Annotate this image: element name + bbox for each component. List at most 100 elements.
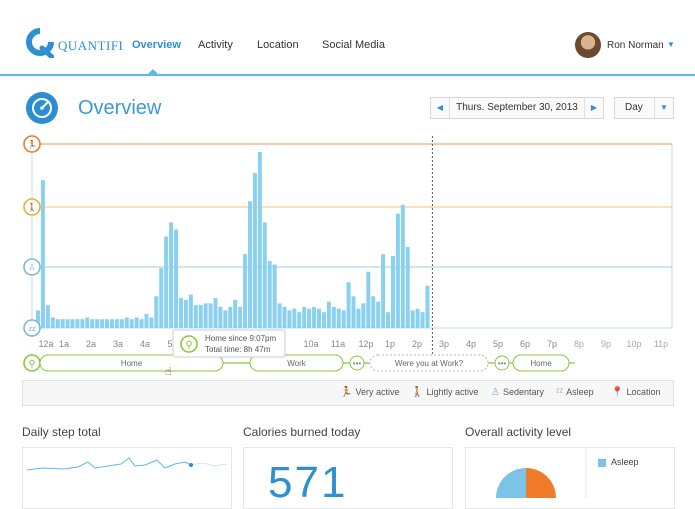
chart-bar bbox=[169, 222, 174, 328]
location-segment-work[interactable] bbox=[249, 354, 344, 372]
chart-bar bbox=[65, 319, 70, 328]
chart-bar bbox=[159, 268, 164, 328]
chart-bar bbox=[336, 308, 341, 328]
chart-bar bbox=[243, 254, 248, 328]
chart-bar bbox=[203, 303, 208, 328]
x-tick-label: 1p bbox=[385, 339, 395, 349]
range-select[interactable]: Day ▼ bbox=[614, 97, 674, 119]
chart-bar bbox=[105, 319, 110, 328]
next-date-button[interactable]: ▶ bbox=[584, 98, 603, 118]
location-segment-home-label: Home bbox=[121, 359, 143, 368]
chart-bar bbox=[238, 306, 243, 328]
location-segment-unconfirmed[interactable] bbox=[369, 354, 489, 372]
more-options-glyph: ••• bbox=[498, 359, 507, 368]
x-tick-label: 5p bbox=[493, 339, 503, 349]
active-nav-indicator bbox=[148, 69, 158, 74]
date-picker[interactable]: ◀ Thurs. September 30, 2013 ▶ bbox=[430, 97, 604, 119]
location-pin-glyph: ⚲ bbox=[28, 359, 35, 370]
chart-bar bbox=[381, 254, 386, 328]
brand-name[interactable]: QUANTIFI bbox=[58, 38, 124, 53]
hand-cursor-icon: ☝ bbox=[165, 365, 172, 377]
activity-pie bbox=[496, 448, 587, 498]
chart-bar bbox=[124, 317, 129, 328]
x-tick-label: 11a bbox=[331, 339, 345, 349]
chart-bar bbox=[287, 310, 292, 328]
chart-bar bbox=[228, 306, 233, 328]
location-pin-icon: 📍 bbox=[611, 387, 624, 398]
nav-social-media[interactable]: Social Media bbox=[322, 39, 385, 51]
chart-bar bbox=[114, 319, 119, 328]
chart-bar bbox=[178, 298, 183, 328]
activity-level-panel[interactable] bbox=[465, 447, 675, 509]
chevron-down-icon[interactable]: ▼ bbox=[667, 40, 675, 49]
sitting-icon: ♙ bbox=[491, 387, 500, 398]
legend-location[interactable]: 📍 Location bbox=[611, 387, 660, 398]
chart-bar bbox=[188, 294, 193, 328]
chart-bar bbox=[282, 306, 287, 328]
chart-bar bbox=[405, 247, 410, 328]
chart-bar bbox=[50, 317, 55, 328]
legend-lightly-active[interactable]: 🚶 Lightly active bbox=[411, 387, 478, 398]
previous-date-button[interactable]: ◀ bbox=[431, 98, 450, 118]
location-segment-work-label: Work bbox=[287, 359, 307, 368]
legend-sedentary[interactable]: ♙ Sedentary bbox=[491, 387, 544, 398]
chart-bar bbox=[262, 222, 267, 328]
steps-sparkline bbox=[26, 457, 228, 471]
chart-bar bbox=[109, 319, 114, 328]
running-icon: 🏃 bbox=[340, 387, 353, 398]
chart-bar bbox=[317, 308, 322, 328]
top-navigation-bar: QUANTIFI Overview Activity Location Soci… bbox=[0, 0, 695, 76]
sleep-icon: ᶻᶻ bbox=[556, 387, 564, 398]
asleep-swatch bbox=[598, 459, 606, 467]
legend-very-active-label: Very active bbox=[355, 387, 400, 397]
more-options-icon[interactable] bbox=[494, 355, 510, 371]
x-tick-label: 10a bbox=[303, 339, 318, 349]
chart-bar bbox=[346, 282, 351, 328]
chart-bar bbox=[247, 201, 252, 328]
chart-legend: 🏃 Very active 🚶 Lightly active ♙ Sedentary … bbox=[22, 380, 674, 406]
asleep-level-icon bbox=[23, 319, 41, 337]
chart-bar bbox=[267, 261, 272, 328]
chart-bar bbox=[356, 308, 361, 328]
chart-bar bbox=[40, 180, 45, 328]
steps-panel[interactable] bbox=[22, 447, 232, 509]
asleep-label: Asleep bbox=[611, 457, 639, 467]
legend-sedentary-label: Sedentary bbox=[502, 387, 544, 397]
chart-bar bbox=[331, 306, 336, 328]
more-options-icon[interactable] bbox=[349, 355, 365, 371]
nav-activity[interactable]: Activity bbox=[198, 39, 233, 51]
location-segment-home-2[interactable] bbox=[512, 354, 570, 372]
legend-very-active[interactable]: 🏃 Very active bbox=[340, 387, 399, 398]
chart-bar bbox=[119, 319, 124, 328]
very-active-level-icon-glyph: 🏃 bbox=[27, 139, 37, 149]
chart-bar bbox=[55, 319, 60, 328]
lightly-active-level-icon bbox=[23, 198, 41, 216]
chart-bar bbox=[80, 319, 85, 328]
x-tick-label: 6p bbox=[520, 339, 530, 349]
location-segment-home[interactable] bbox=[39, 354, 224, 372]
avatar[interactable] bbox=[575, 32, 601, 58]
nav-overview[interactable]: Overview bbox=[132, 39, 181, 51]
walking-icon: 🚶 bbox=[411, 387, 424, 398]
chart-bar bbox=[395, 213, 400, 328]
chevron-down-icon[interactable]: ▼ bbox=[654, 98, 673, 118]
x-tick-label: 8p bbox=[574, 339, 584, 349]
activity-panel-title: Overall activity level bbox=[465, 425, 572, 439]
chart-bar bbox=[233, 299, 238, 328]
dashboard-gauge-icon bbox=[26, 92, 58, 124]
nav-location[interactable]: Location bbox=[257, 39, 299, 51]
chart-bar bbox=[307, 308, 312, 328]
chart-bar bbox=[218, 306, 223, 328]
chart-bar bbox=[208, 303, 213, 328]
chart-bar bbox=[297, 312, 302, 328]
user-name[interactable]: Ron Norman bbox=[607, 40, 664, 51]
chart-bar bbox=[371, 296, 376, 328]
calories-panel-title: Calories burned today bbox=[243, 425, 361, 439]
chart-bar bbox=[129, 319, 134, 328]
chart-bar bbox=[100, 319, 105, 328]
x-tick-label: 10p bbox=[626, 339, 641, 349]
calories-value: 571 bbox=[268, 458, 348, 507]
x-tick-label: 12p bbox=[358, 339, 373, 349]
very-active-level-icon bbox=[23, 135, 41, 153]
legend-asleep[interactable]: ᶻᶻ Asleep bbox=[556, 387, 594, 398]
